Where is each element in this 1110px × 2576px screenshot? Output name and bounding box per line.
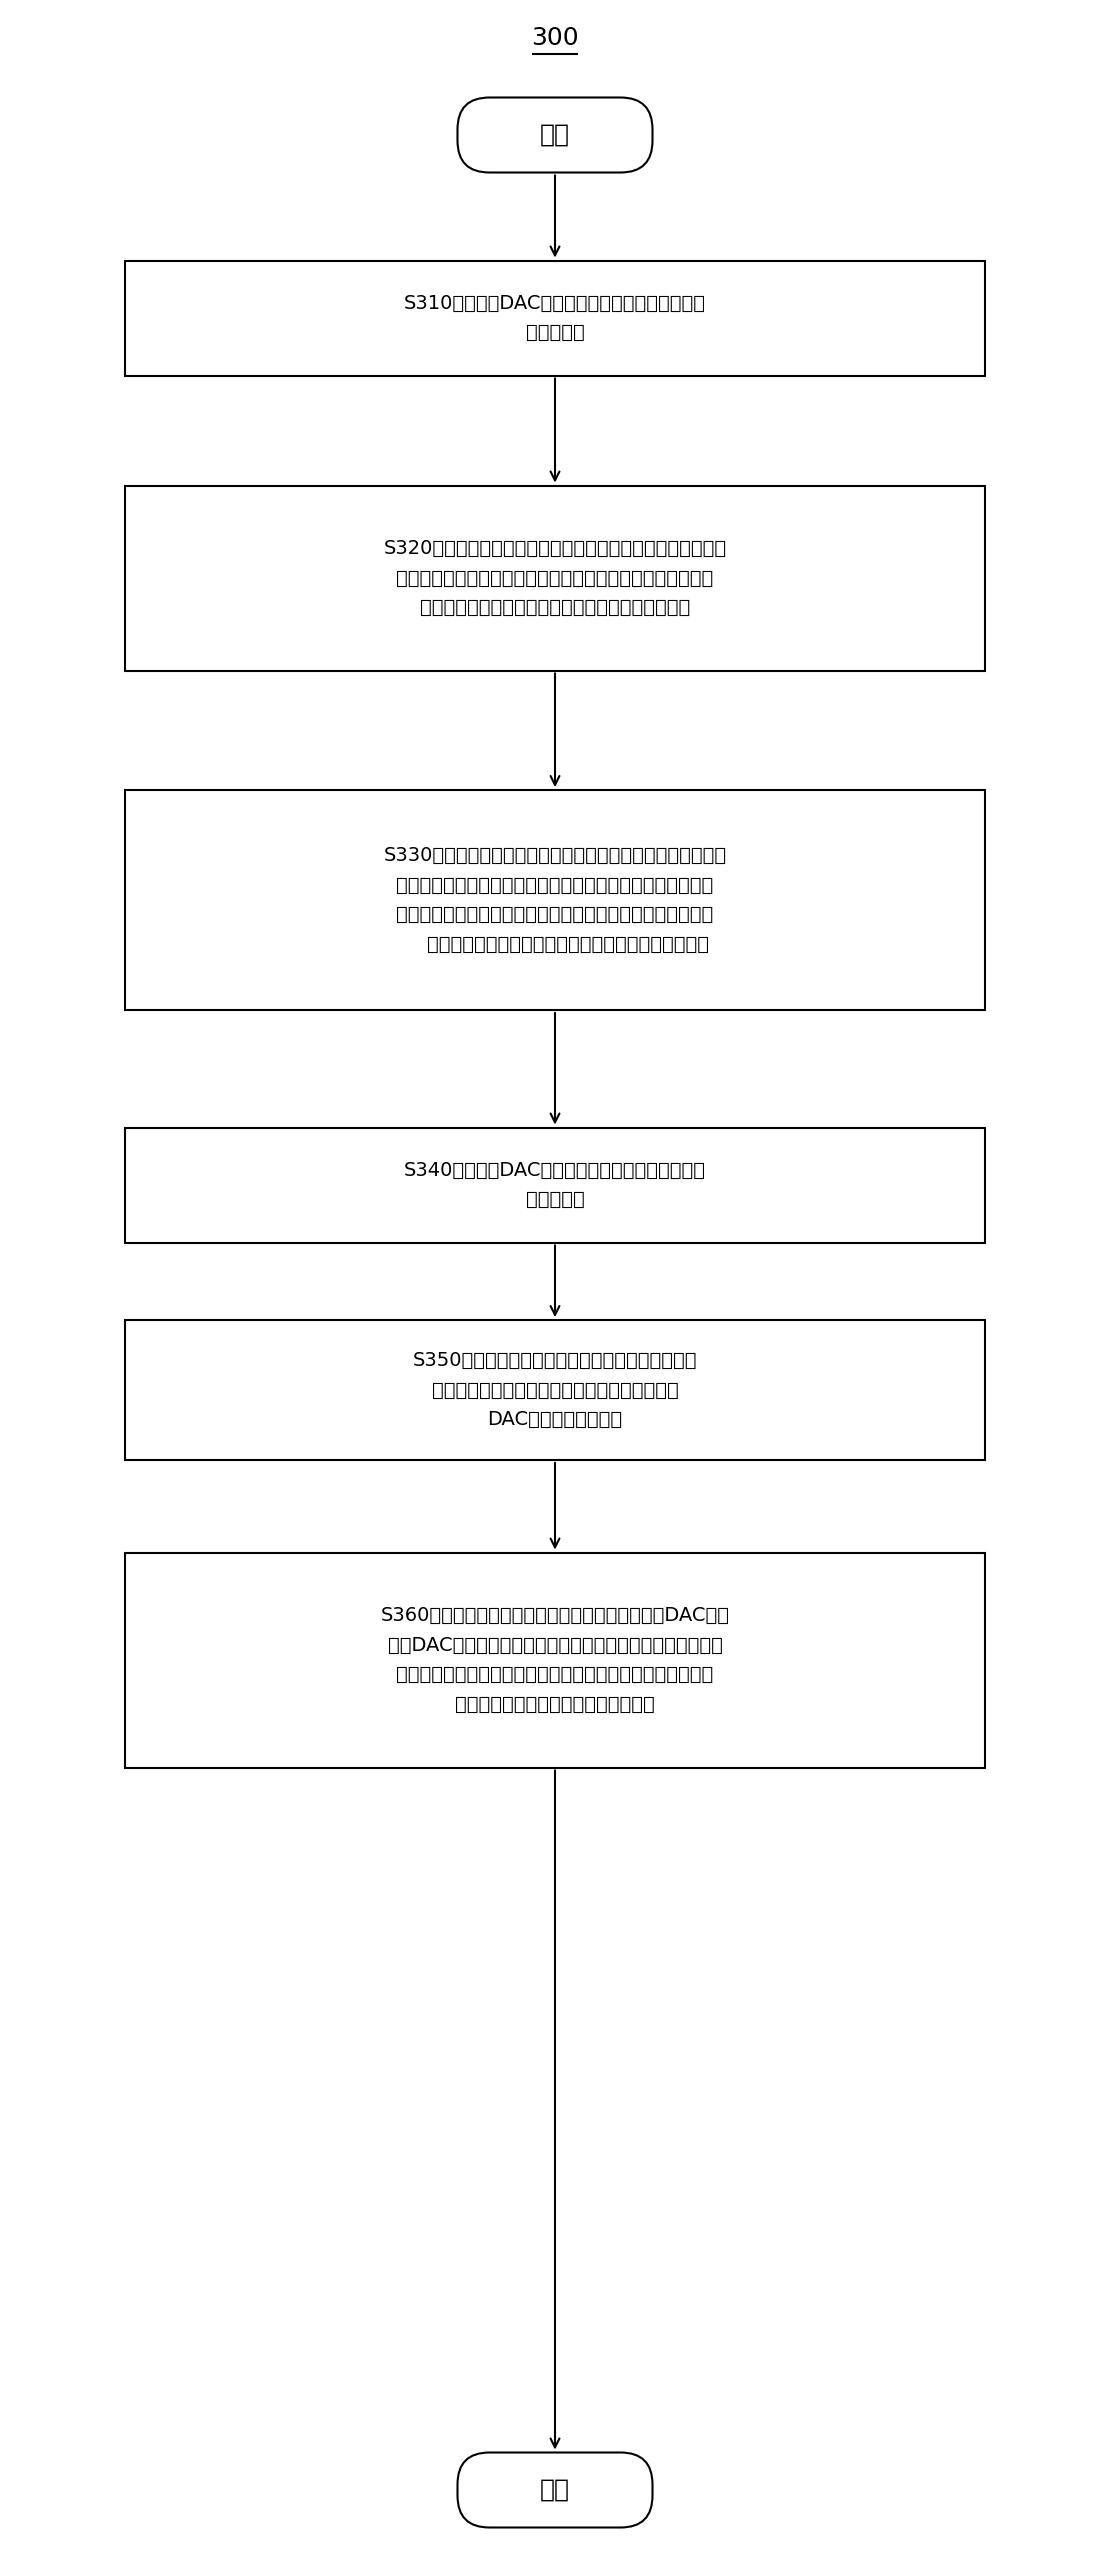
- Bar: [125, 791, 985, 1010]
- Bar: [125, 1128, 985, 1242]
- FancyBboxPatch shape: [457, 98, 653, 173]
- Bar: [125, 484, 985, 670]
- Text: S310：将多个DAC的模拟输出电压都调节到可调节
的最低电压: S310：将多个DAC的模拟输出电压都调节到可调节 的最低电压: [404, 294, 706, 343]
- Text: S360：在多个通道中的每个通道，单独地减小多个DAC中的
对应DAC的模拟输出电压，检测每个通道中的流过光电二极管
的电流，使得所检测的电流等于第一电流值，从: S360：在多个通道中的每个通道，单独地减小多个DAC中的 对应DAC的模拟输出…: [381, 1607, 729, 1713]
- Text: S330：增大供电电压，并且检测多个通道的电流的总电流，使
得所检测的总电流等于第一电流值，从而确定出多个光电二极
管中有一个光电二极管两端的电压达到击穿电压，: S330：增大供电电压，并且检测多个通道的电流的总电流，使 得所检测的总电流等于…: [383, 848, 727, 953]
- Bar: [125, 260, 985, 376]
- FancyBboxPatch shape: [457, 2452, 653, 2527]
- Text: 开始: 开始: [539, 124, 571, 147]
- Text: 结束: 结束: [539, 2478, 571, 2501]
- Text: 300: 300: [532, 26, 578, 49]
- Text: S320：将供电电压调节到第一供电电压数值，确保多个光电二
极管均不会处于被击穿的状态，其中第一供电电压数值取决于
多个光电二极管的参考击穿电压及相关联的误差范: S320：将供电电压调节到第一供电电压数值，确保多个光电二 极管均不会处于被击穿…: [383, 538, 727, 618]
- Bar: [125, 1319, 985, 1461]
- Text: S340：将多个DAC的模拟输出电压都调节到可调节
的最高电压: S340：将多个DAC的模拟输出电压都调节到可调节 的最高电压: [404, 1162, 706, 1208]
- Bar: [125, 1553, 985, 1767]
- Text: S350：将供电电压增大到第二供电电压数值，第二
供电电压数值和第一供电电压数值的差等于多个
DAC的最大可调节范围: S350：将供电电压增大到第二供电电压数值，第二 供电电压数值和第一供电电压数值…: [413, 1350, 697, 1430]
